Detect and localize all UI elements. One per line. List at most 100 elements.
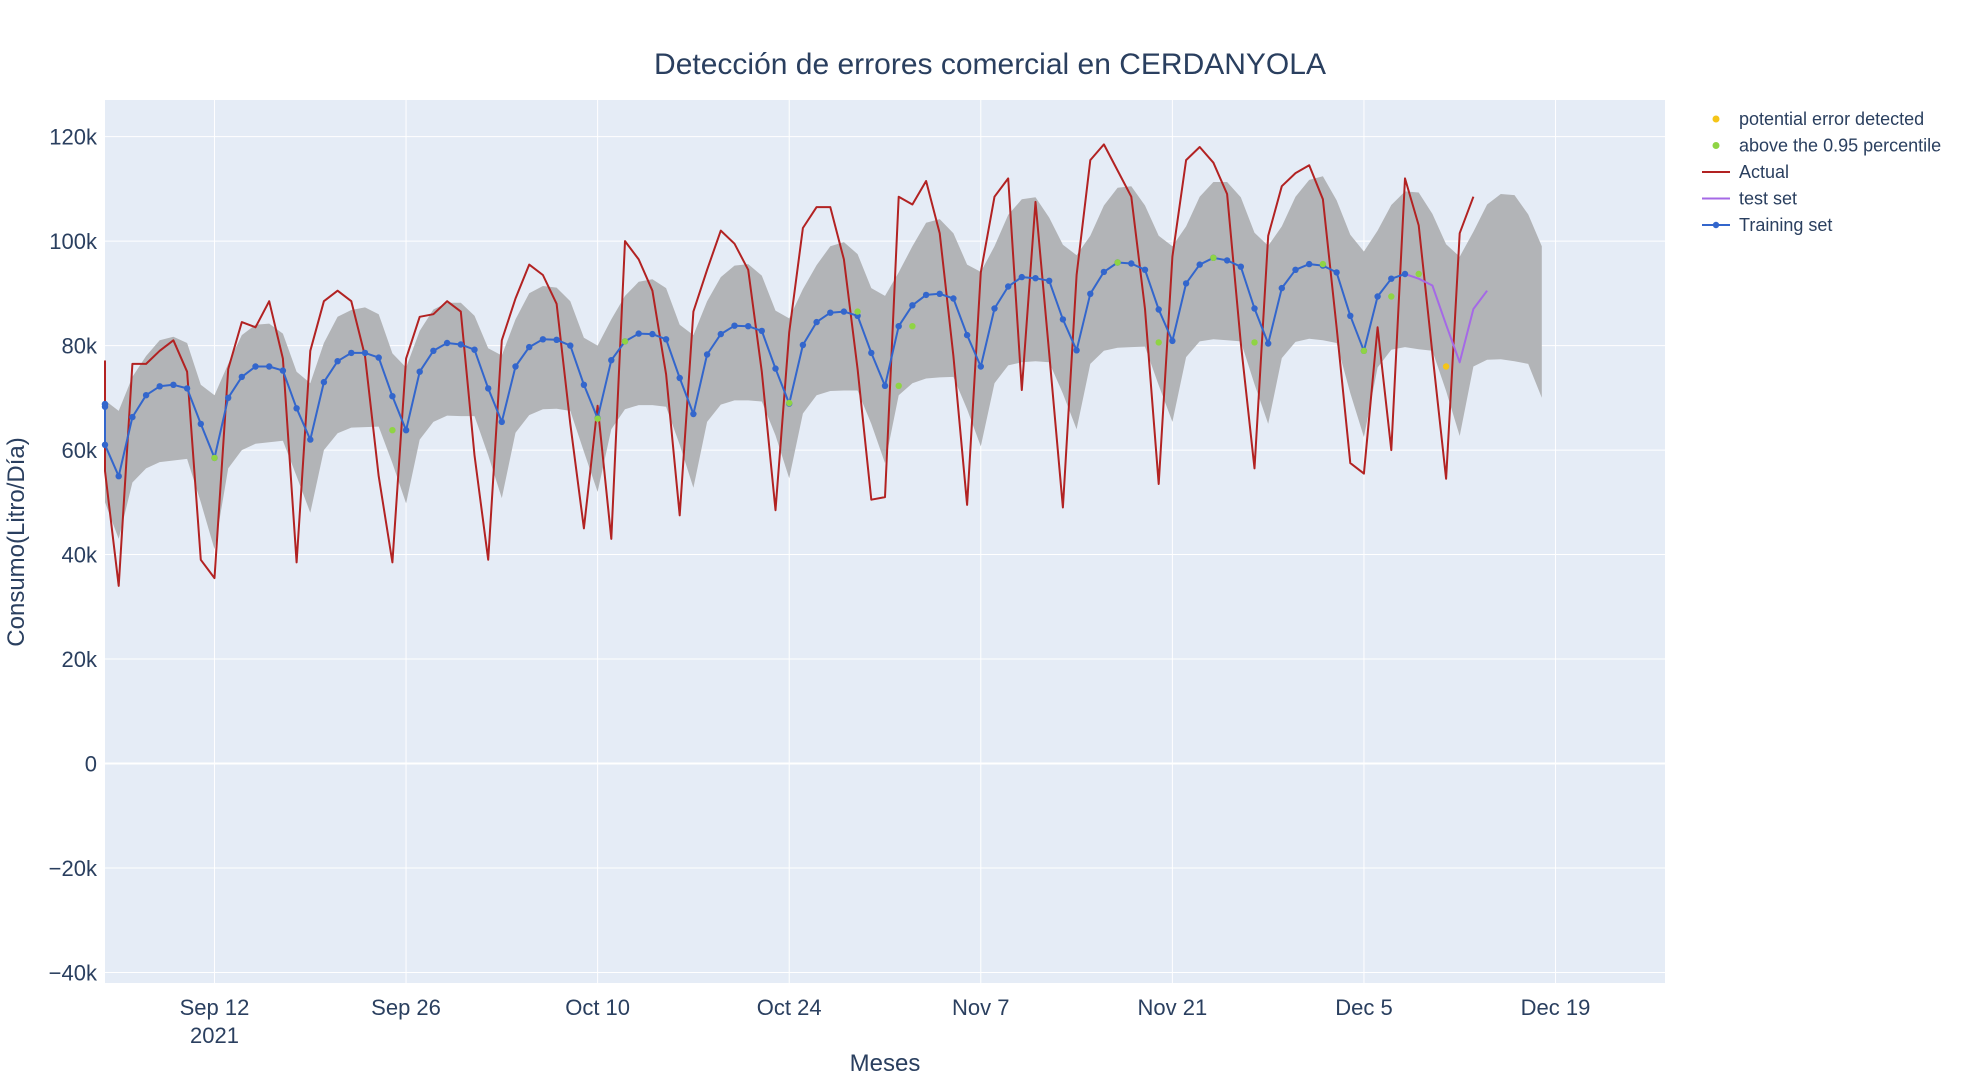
legend-label: Actual: [1739, 162, 1789, 182]
marker-above-the-0-95-percentile: [1360, 347, 1368, 354]
training-point: [320, 378, 328, 386]
legend-item[interactable]: potential error detected: [1712, 109, 1925, 129]
marker-above-the-0-95-percentile: [786, 399, 793, 407]
training-point: [758, 327, 765, 335]
training-point: [662, 336, 670, 343]
marker-above-the-0-95-percentile: [1319, 260, 1327, 268]
training-point: [703, 351, 711, 358]
marker-above-the-0-95-percentile: [895, 382, 902, 389]
training-point: [430, 347, 437, 354]
y-tick-label: 0: [85, 752, 97, 777]
training-point: [840, 308, 848, 315]
training-point: [608, 357, 615, 364]
y-tick-label: 60k: [62, 438, 98, 463]
training-point: [142, 392, 150, 399]
x-tick-label: Nov 21: [1138, 995, 1208, 1020]
training-point: [977, 363, 984, 370]
training-point: [881, 382, 889, 389]
marker-above-the-0-95-percentile: [1114, 259, 1121, 266]
training-point: [1251, 305, 1258, 312]
training-point: [389, 393, 396, 400]
training-point: [1155, 306, 1162, 313]
training-point: [799, 341, 807, 349]
training-point: [1018, 273, 1025, 281]
y-tick-label: 40k: [62, 543, 98, 568]
training-point: [402, 427, 410, 434]
training-point: [676, 374, 683, 382]
chart-title: Detección de errores comercial en CERDAN…: [654, 48, 1326, 81]
training-point: [1046, 277, 1053, 284]
training-point: [170, 381, 177, 388]
training-point: [1182, 280, 1190, 287]
legend[interactable]: potential error detected above the 0.95 p…: [1702, 109, 1941, 235]
training-point: [909, 302, 916, 309]
training-point: [827, 309, 834, 316]
x-tick-label: Dec 19: [1521, 995, 1591, 1020]
training-point: [635, 330, 642, 337]
training-point: [443, 339, 451, 347]
x-tick-label: Sep 12: [180, 995, 250, 1020]
marker-above-the-0-95-percentile: [909, 323, 916, 330]
series-line-test-set: [1404, 273, 1488, 364]
training-point: [1347, 312, 1354, 319]
y-tick-label: 80k: [62, 334, 98, 359]
series-markers: [101, 254, 1450, 480]
training-point: [991, 305, 998, 312]
legend-item[interactable]: above the 0.95 percentile: [1712, 136, 1942, 156]
training-point: [197, 420, 204, 428]
training-point: [1388, 275, 1395, 282]
training-point: [950, 295, 957, 302]
legend-label: potential error detected: [1739, 109, 1924, 129]
training-point: [471, 346, 478, 353]
training-point: [1401, 270, 1409, 278]
training-point: [649, 330, 656, 338]
x-tick-label: Oct 10: [565, 995, 630, 1020]
legend-marker-icon: [1712, 221, 1720, 229]
legend-marker-icon: [1712, 142, 1720, 149]
training-point: [1306, 260, 1313, 268]
training-point: [690, 410, 697, 418]
training-point: [868, 349, 875, 357]
percentile-band: [105, 176, 1542, 550]
x-axis-title: Meses: [850, 1050, 921, 1077]
legend-label: test set: [1739, 189, 1797, 209]
x-tick-label: Dec 5: [1335, 995, 1392, 1020]
training-point: [416, 368, 423, 375]
training-point: [238, 373, 245, 381]
x-tick-label: Nov 7: [952, 995, 1009, 1020]
training-point: [1278, 284, 1286, 292]
legend-item[interactable]: test set: [1702, 189, 1797, 209]
training-point: [252, 363, 259, 370]
training-point: [129, 413, 136, 421]
training-point: [1073, 347, 1080, 354]
training-point: [485, 385, 492, 392]
training-point: [293, 405, 300, 412]
training-point: [512, 363, 519, 370]
marker-above-the-0-95-percentile: [1388, 293, 1395, 300]
y-tick-label: 120k: [49, 125, 98, 150]
legend-label: above the 0.95 percentile: [1739, 136, 1941, 156]
training-point: [745, 323, 752, 330]
training-point: [1223, 257, 1231, 264]
training-point: [539, 336, 547, 343]
training-point: [936, 290, 943, 297]
training-point: [225, 394, 232, 401]
training-point: [731, 322, 738, 329]
series-line-training-set: [104, 256, 1406, 478]
marker-above-the-0-95-percentile: [594, 415, 601, 422]
training-point: [156, 383, 163, 390]
training-point: [772, 365, 779, 372]
training-point: [1059, 316, 1067, 323]
training-point: [1100, 268, 1108, 276]
training-point: [922, 291, 930, 299]
training-point: [553, 336, 560, 343]
legend-marker-icon: [1712, 115, 1720, 123]
training-point: [1237, 263, 1245, 270]
training-point: [1374, 293, 1381, 300]
legend-item[interactable]: Actual: [1702, 162, 1789, 182]
legend-item[interactable]: Training set: [1702, 215, 1832, 235]
marker-above-the-0-95-percentile: [389, 427, 396, 434]
training-point: [307, 436, 314, 443]
marker-above-the-0-95-percentile: [1210, 254, 1217, 261]
training-point: [526, 343, 533, 351]
